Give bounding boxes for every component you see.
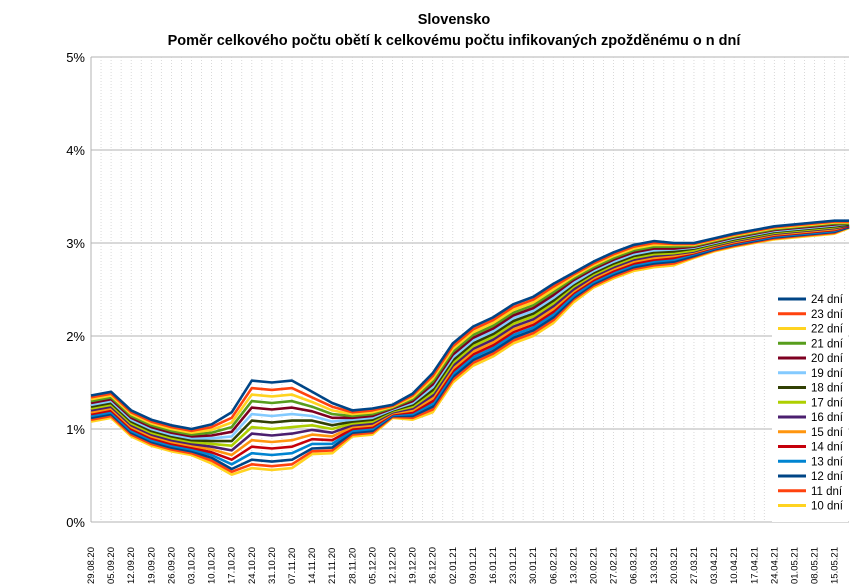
x-tick-label: 19.09.20 xyxy=(146,547,157,584)
x-tick-label: 05.09.20 xyxy=(106,547,117,584)
x-tick-label: 10.04.21 xyxy=(729,547,740,584)
x-tick-label: 14.11.20 xyxy=(307,548,318,584)
x-tick-label: 27.02.21 xyxy=(609,547,620,584)
x-tick-label: 27.03.21 xyxy=(689,547,700,584)
legend-label: 23 dní xyxy=(811,309,844,321)
legend-label: 24 dní xyxy=(811,294,844,306)
x-tick-label: 24.10.20 xyxy=(247,547,258,584)
x-tick-label: 20.02.21 xyxy=(588,547,599,584)
x-tick-label: 01.05.21 xyxy=(789,547,800,584)
x-axis-ticks: 29.08.20 05.09.20 12.09.20 19.09.20 26.09.20… xyxy=(86,547,841,584)
x-tick-label: 20.03.21 xyxy=(669,547,680,584)
x-tick-label: 13.02.21 xyxy=(568,547,579,584)
y-tick-label: 0% xyxy=(66,515,85,530)
x-tick-label: 30.01.21 xyxy=(528,547,539,584)
series-line xyxy=(90,219,849,431)
legend-label: 11 dní xyxy=(811,486,843,498)
x-tick-label: 06.03.21 xyxy=(629,547,640,584)
x-tick-label: 17.10.20 xyxy=(227,547,238,584)
legend-label: 21 dní xyxy=(811,338,844,350)
legend-label: 19 dní xyxy=(811,368,844,380)
x-tick-label: 12.12.20 xyxy=(387,547,398,584)
x-tick-label: 13.03.21 xyxy=(649,547,660,584)
x-tick-label: 16.01.21 xyxy=(488,547,499,584)
chart-subtitle: Poměr celkového počtu obětí k celkovému … xyxy=(168,33,742,49)
x-tick-label: 05.12.20 xyxy=(367,547,378,584)
legend-label: 16 dní xyxy=(811,412,844,424)
y-tick-label: 5% xyxy=(66,50,85,65)
x-tick-label: 19.12.20 xyxy=(408,547,419,584)
legend-label: 14 dní xyxy=(811,442,844,454)
legend-label: 20 dní xyxy=(811,353,844,365)
x-tick-label: 31.10.20 xyxy=(267,547,278,584)
x-tick-label: 26.09.20 xyxy=(166,547,177,584)
legend-label: 18 dní xyxy=(811,383,844,395)
x-tick-label: 23.01.21 xyxy=(508,547,519,584)
legend-label: 10 dní xyxy=(811,501,844,513)
y-tick-label: 4% xyxy=(66,143,85,158)
legend-label: 12 dní xyxy=(811,471,844,483)
x-tick-label: 07.11.20 xyxy=(287,548,298,584)
x-tick-label: 03.04.21 xyxy=(709,547,720,584)
x-tick-label: 26.12.20 xyxy=(428,547,439,584)
x-tick-label: 17.04.21 xyxy=(749,547,760,584)
x-tick-label: 08.05.21 xyxy=(810,547,821,584)
x-tick-label: 12.09.20 xyxy=(126,547,137,584)
x-tick-label: 15.05.21 xyxy=(830,547,841,584)
series-lines xyxy=(90,219,850,476)
legend: 24 dní 23 dní 22 dní 21 dní 20 dní 19 dní 18 d… xyxy=(772,290,848,522)
legend-label: 22 dní xyxy=(811,324,844,336)
x-tick-label: 06.02.21 xyxy=(548,547,559,584)
y-tick-label: 1% xyxy=(66,422,85,437)
x-tick-label: 28.11.20 xyxy=(347,548,358,584)
y-tick-label: 3% xyxy=(66,236,85,251)
legend-label: 15 dní xyxy=(811,427,844,439)
x-tick-label: 21.11.20 xyxy=(327,548,338,584)
x-tick-label: 03.10.20 xyxy=(186,547,197,584)
legend-label: 17 dní xyxy=(811,397,844,409)
x-tick-label: 10.10.20 xyxy=(207,547,218,584)
y-tick-label: 2% xyxy=(66,329,85,344)
y-axis-ticks: 0% 1% 2% 3% 4% 5% xyxy=(66,50,85,530)
chart-title: Slovensko xyxy=(418,12,491,28)
x-tick-label: 29.08.20 xyxy=(86,547,97,584)
x-tick-label: 24.04.21 xyxy=(769,547,780,584)
x-tick-label: 09.01.21 xyxy=(468,547,479,584)
legend-label: 13 dní xyxy=(811,456,844,468)
x-tick-label: 02.01.21 xyxy=(448,547,459,584)
